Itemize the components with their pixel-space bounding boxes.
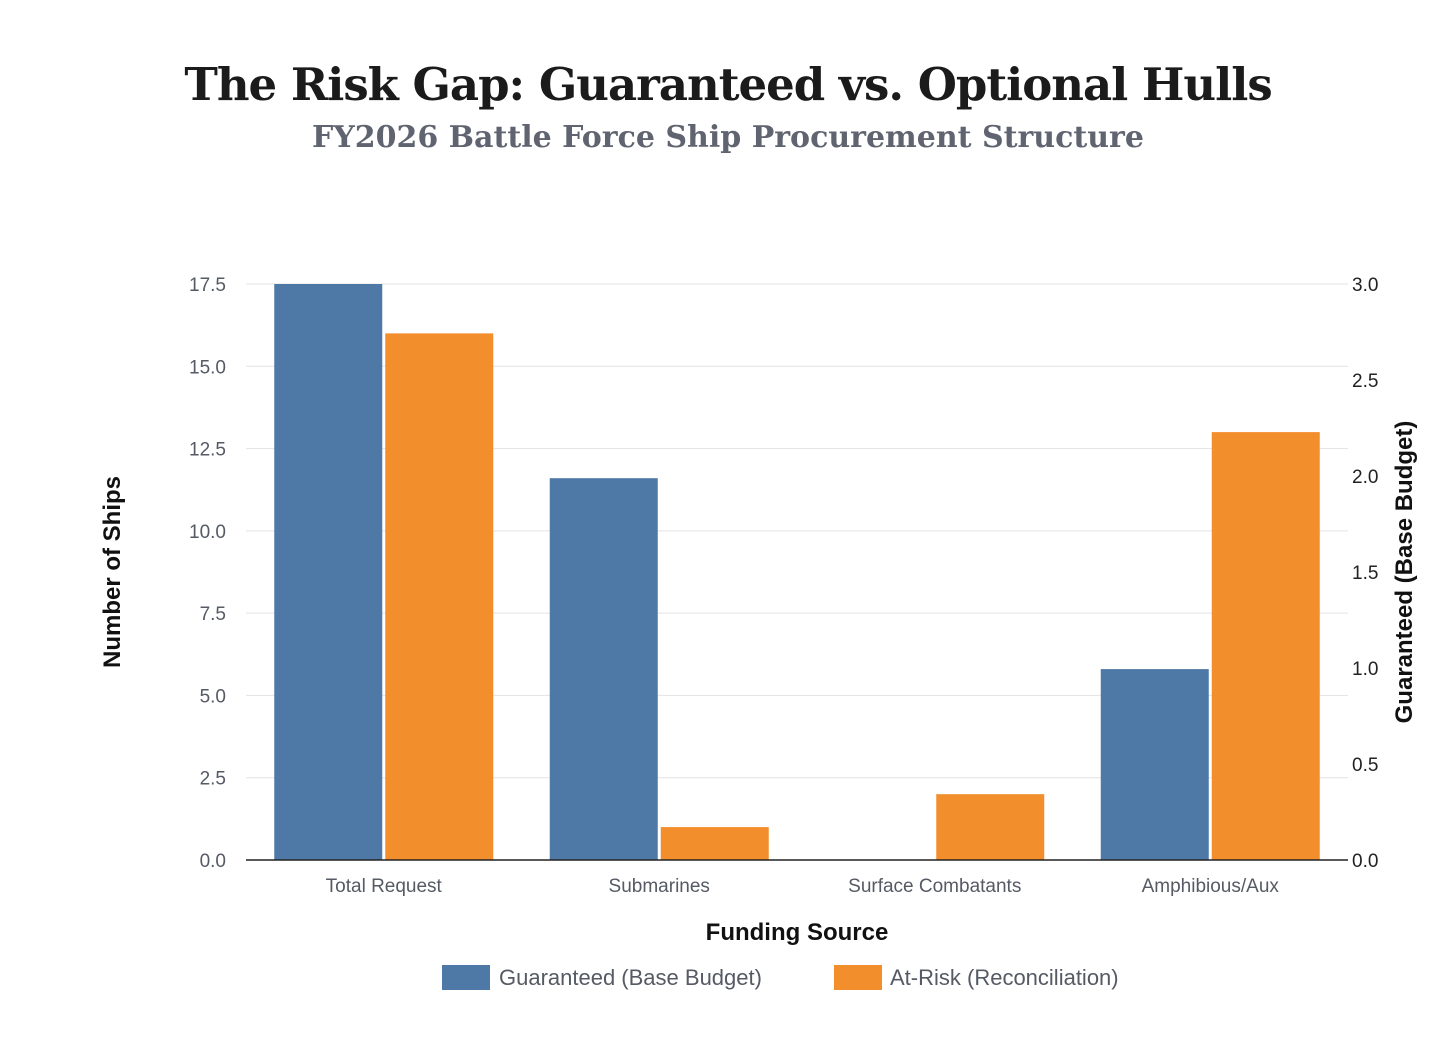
y-tick-label: 7.5 [200,604,226,625]
y2-tick-label: 0.0 [1352,851,1378,872]
x-tick-label: Total Request [326,876,443,897]
bars [274,284,1320,860]
y2-axis-ticks: 0.0 0.5 1.0 1.5 2.0 2.5 3.0 [1352,275,1378,872]
x-tick-label: Submarines [609,876,710,897]
y-axis-title: Number of Ships [99,476,126,668]
y-tick-label: 17.5 [189,275,226,296]
y-tick-label: 0.0 [200,851,226,872]
bar-guaranteed-1 [549,478,658,860]
bar-guaranteed-3 [1100,669,1209,860]
chart-subtitle: FY2026 Battle Force Ship Procurement Str… [312,120,1144,155]
x-tick-label: Amphibious/Aux [1142,876,1280,897]
y2-tick-label: 1.0 [1352,659,1378,680]
y-tick-label: 2.5 [200,769,226,790]
y-tick-label: 12.5 [189,440,226,461]
y2-axis-title: Guaranteed (Base Budget) [1391,421,1418,724]
bar-guaranteed-0 [274,284,383,860]
x-tick-label: Surface Combatants [848,876,1021,897]
bar-at-risk-2 [936,794,1045,860]
legend-swatch-guaranteed [442,965,490,990]
chart-title: The Risk Gap: Guaranteed vs. Optional Hu… [184,58,1272,111]
bar-at-risk-3 [1211,432,1320,860]
legend-swatch-at-risk [834,965,882,990]
y2-tick-label: 3.0 [1352,275,1378,296]
y2-tick-label: 2.0 [1352,467,1378,488]
y-tick-label: 15.0 [189,357,226,378]
legend-label-at-risk: At-Risk (Reconciliation) [890,965,1119,990]
bar-at-risk-0 [385,333,494,860]
y2-tick-label: 2.5 [1352,371,1378,392]
y-axis-ticks: 0.0 2.5 5.0 7.5 10.0 12.5 15.0 17.5 [189,275,226,872]
x-axis-title: Funding Source [706,919,889,946]
y-tick-label: 10.0 [189,522,226,543]
y2-tick-label: 1.5 [1352,563,1378,584]
y-tick-label: 5.0 [200,686,226,707]
y2-tick-label: 0.5 [1352,755,1378,776]
bar-at-risk-1 [660,827,769,860]
x-axis-ticks: Total Request Submarines Surface Combatant… [326,876,1280,897]
legend-label-guaranteed: Guaranteed (Base Budget) [499,965,762,990]
legend: Guaranteed (Base Budget) At-Risk (Reconc… [442,965,1119,990]
